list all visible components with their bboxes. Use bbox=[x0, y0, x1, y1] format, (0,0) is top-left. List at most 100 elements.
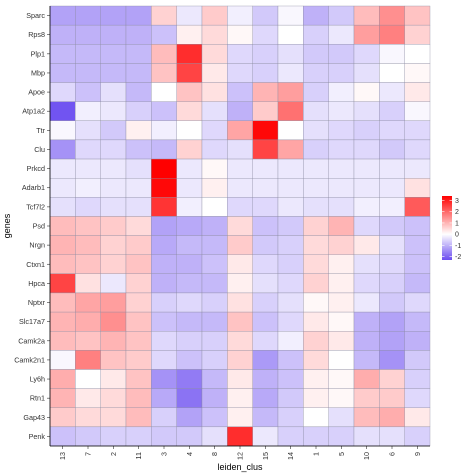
y-tick-label: Adarb1 bbox=[22, 183, 45, 192]
heatmap-cell bbox=[49, 139, 76, 160]
y-tick-label: Apoe bbox=[28, 88, 45, 97]
heatmap-cell bbox=[252, 63, 279, 83]
heatmap-cell bbox=[125, 388, 152, 408]
heatmap-cell bbox=[125, 311, 152, 332]
heatmap-cell bbox=[328, 331, 355, 351]
heatmap-cell bbox=[252, 273, 279, 294]
heatmap-cell bbox=[252, 216, 279, 236]
heatmap-cell bbox=[151, 407, 177, 428]
heatmap-cell bbox=[277, 216, 304, 236]
heatmap-cell bbox=[100, 350, 127, 370]
heatmap-cell bbox=[75, 120, 101, 141]
heatmap-cell bbox=[176, 369, 203, 389]
heatmap-cell bbox=[379, 139, 405, 160]
heatmap-cell bbox=[328, 311, 355, 332]
heatmap-cell bbox=[252, 292, 279, 313]
heatmap-cell bbox=[353, 216, 380, 236]
heatmap-cell bbox=[353, 197, 380, 217]
heatmap-cell bbox=[100, 120, 127, 141]
heatmap-cell bbox=[227, 407, 253, 428]
heatmap-cell bbox=[100, 24, 127, 45]
y-tick-label: Psd bbox=[33, 222, 45, 231]
heatmap-cell bbox=[125, 235, 152, 255]
heatmap-cell bbox=[277, 101, 304, 121]
heatmap-cell bbox=[227, 24, 253, 45]
heatmap-cell bbox=[328, 426, 355, 447]
heatmap-cell bbox=[75, 139, 101, 160]
heatmap-cell bbox=[176, 254, 203, 275]
heatmap-cell bbox=[353, 24, 380, 45]
heatmap-cell bbox=[201, 197, 228, 217]
heatmap-cell bbox=[151, 158, 177, 179]
heatmap-cell bbox=[252, 101, 279, 121]
heatmap-cell bbox=[404, 350, 431, 370]
heatmap-cell bbox=[201, 426, 228, 447]
heatmap-cell bbox=[328, 63, 355, 83]
heatmap-cell bbox=[277, 254, 304, 275]
x-tick-label: 14 bbox=[286, 452, 295, 460]
heatmap-cell bbox=[303, 388, 329, 408]
color-legend: -2 -1 0 1 2 3 bbox=[442, 196, 461, 261]
heatmap-cell bbox=[201, 292, 228, 313]
heatmap-cell bbox=[303, 101, 329, 121]
heatmap-cell bbox=[151, 388, 177, 408]
heatmap-cell bbox=[75, 273, 101, 294]
heatmap-cell bbox=[303, 311, 329, 332]
heatmap-cell bbox=[404, 5, 431, 26]
heatmap-cell bbox=[227, 158, 253, 179]
heatmap-cell bbox=[303, 177, 329, 198]
heatmap-cell bbox=[252, 388, 279, 408]
heatmap-cell bbox=[277, 177, 304, 198]
heatmap-cell bbox=[49, 24, 76, 45]
heatmap-cell bbox=[379, 24, 405, 45]
heatmap-cell bbox=[277, 426, 304, 447]
heatmap-cell bbox=[75, 331, 101, 351]
heatmap-cell bbox=[201, 407, 228, 428]
heatmap-cell bbox=[49, 197, 76, 217]
heatmap-cell bbox=[201, 311, 228, 332]
heatmap-cell bbox=[227, 139, 253, 160]
heatmap-cell bbox=[176, 216, 203, 236]
heatmap-cell bbox=[404, 407, 431, 428]
x-tick-label: 15 bbox=[261, 452, 270, 460]
heatmap-cell bbox=[49, 369, 76, 389]
heatmap-cell bbox=[277, 331, 304, 351]
heatmap-cell bbox=[404, 331, 431, 351]
heatmap-cell bbox=[404, 273, 431, 294]
y-tick-label: Nptxr bbox=[28, 298, 46, 307]
heatmap-cell bbox=[353, 426, 380, 447]
heatmap-cell bbox=[379, 369, 405, 389]
heatmap-cell bbox=[252, 369, 279, 389]
y-tick-label: Camk2n1 bbox=[14, 355, 45, 364]
heatmap-cell bbox=[75, 254, 101, 275]
heatmap-cell bbox=[125, 158, 152, 179]
heatmap-cell bbox=[176, 63, 203, 83]
heatmap-cell bbox=[379, 388, 405, 408]
y-tick-label: Mbp bbox=[31, 68, 45, 77]
heatmap-cell bbox=[379, 158, 405, 179]
x-tick-label: 10 bbox=[362, 452, 371, 460]
heatmap-cell bbox=[75, 311, 101, 332]
heatmap-cell bbox=[151, 369, 177, 389]
heatmap-cell bbox=[227, 331, 253, 351]
heatmap-cell bbox=[252, 24, 279, 45]
heatmap-cell bbox=[277, 407, 304, 428]
heatmap-cell bbox=[379, 273, 405, 294]
heatmap-cell bbox=[353, 388, 380, 408]
heatmap-cell bbox=[404, 82, 431, 102]
heatmap-cell bbox=[353, 407, 380, 428]
heatmap-cell bbox=[353, 350, 380, 370]
heatmap-cell bbox=[404, 197, 431, 217]
heatmap-cell bbox=[100, 44, 127, 64]
x-axis-title: leiden_clus bbox=[217, 462, 263, 472]
heatmap-cell bbox=[201, 254, 228, 275]
heatmap-cell bbox=[100, 254, 127, 275]
heatmap-cell bbox=[49, 44, 76, 64]
heatmap-cell bbox=[201, 63, 228, 83]
heatmap-cell bbox=[252, 44, 279, 64]
x-tick-label: 11 bbox=[134, 452, 143, 459]
heatmap-cell bbox=[201, 120, 228, 141]
heatmap-cell bbox=[328, 5, 355, 26]
heatmap-cell bbox=[277, 82, 304, 102]
